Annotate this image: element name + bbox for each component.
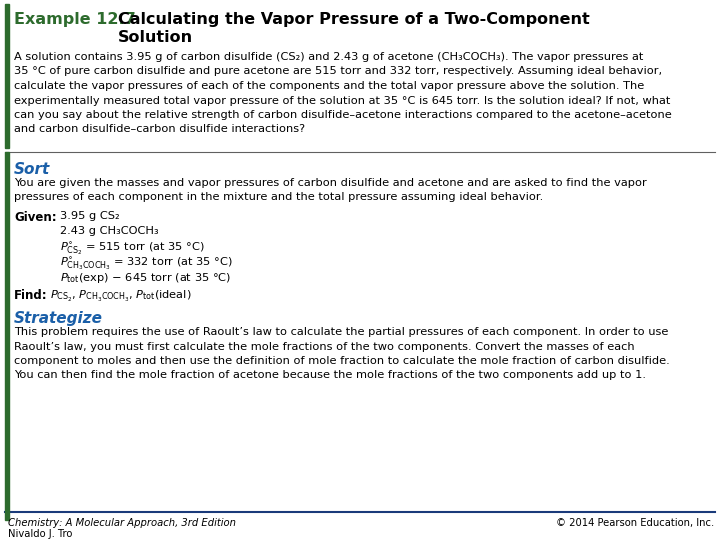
Text: Given:: Given:	[14, 211, 57, 224]
Text: component to moles and then use the definition of mole fraction to calculate the: component to moles and then use the defi…	[14, 356, 670, 366]
Text: Example 12.7: Example 12.7	[14, 12, 136, 27]
Text: 35 °C of pure carbon disulfide and pure acetone are 515 torr and 332 torr, respe: 35 °C of pure carbon disulfide and pure …	[14, 66, 662, 77]
Text: Solution: Solution	[118, 30, 193, 45]
Text: © 2014 Pearson Education, Inc.: © 2014 Pearson Education, Inc.	[556, 518, 714, 528]
Text: $P_{\mathrm{CS_2}}$, $P_{\mathrm{CH_3COCH_3}}$, $P_{\mathrm{tot}}$(ideal): $P_{\mathrm{CS_2}}$, $P_{\mathrm{CH_3COC…	[50, 289, 192, 304]
Text: can you say about the relative strength of carbon disulfide–acetone interactions: can you say about the relative strength …	[14, 110, 672, 120]
Text: Raoult’s law, you must first calculate the mole fractions of the two components.: Raoult’s law, you must first calculate t…	[14, 341, 634, 352]
Text: This problem requires the use of Raoult’s law to calculate the partial pressures: This problem requires the use of Raoult’…	[14, 327, 668, 337]
Text: Strategize: Strategize	[14, 311, 103, 326]
Bar	[5, 152, 9, 520]
Text: Calculating the Vapor Pressure of a Two-Component: Calculating the Vapor Pressure of a Two-…	[118, 12, 590, 27]
Text: Nivaldo J. Tro: Nivaldo J. Tro	[8, 529, 73, 539]
Text: $P^{\circ}_{\mathrm{CS_2}}$ = 515 torr (at 35 °C): $P^{\circ}_{\mathrm{CS_2}}$ = 515 torr (…	[60, 241, 204, 258]
Text: 2.43 g CH₃COCH₃: 2.43 g CH₃COCH₃	[60, 226, 158, 236]
Text: $P_{\mathrm{tot}}$(exp) − 645 torr (at 35 °C): $P_{\mathrm{tot}}$(exp) − 645 torr (at 3…	[60, 271, 231, 285]
Text: $P^{\circ}_{\mathrm{CH_3COCH_3}}$ = 332 torr (at 35 °C): $P^{\circ}_{\mathrm{CH_3COCH_3}}$ = 332 …	[60, 256, 233, 272]
Bar	[5, 4, 9, 148]
Text: A solution contains 3.95 g of carbon disulfide (CS₂) and 2.43 g of acetone (CH₃C: A solution contains 3.95 g of carbon dis…	[14, 52, 644, 62]
Text: experimentally measured total vapor pressure of the solution at 35 °C is 645 tor: experimentally measured total vapor pres…	[14, 96, 670, 105]
Text: 3.95 g CS₂: 3.95 g CS₂	[60, 211, 120, 221]
Text: Chemistry: A Molecular Approach, 3rd Edition: Chemistry: A Molecular Approach, 3rd Edi…	[8, 518, 236, 528]
Text: Find:: Find:	[14, 289, 48, 302]
Text: You can then find the mole fraction of acetone because the mole fractions of the: You can then find the mole fraction of a…	[14, 370, 646, 381]
Text: and carbon disulfide–carbon disulfide interactions?: and carbon disulfide–carbon disulfide in…	[14, 125, 305, 134]
Text: Sort: Sort	[14, 162, 50, 177]
Text: You are given the masses and vapor pressures of carbon disulfide and acetone and: You are given the masses and vapor press…	[14, 178, 647, 188]
Text: calculate the vapor pressures of each of the components and the total vapor pres: calculate the vapor pressures of each of…	[14, 81, 644, 91]
Text: pressures of each component in the mixture and the total pressure assuming ideal: pressures of each component in the mixtu…	[14, 192, 544, 202]
